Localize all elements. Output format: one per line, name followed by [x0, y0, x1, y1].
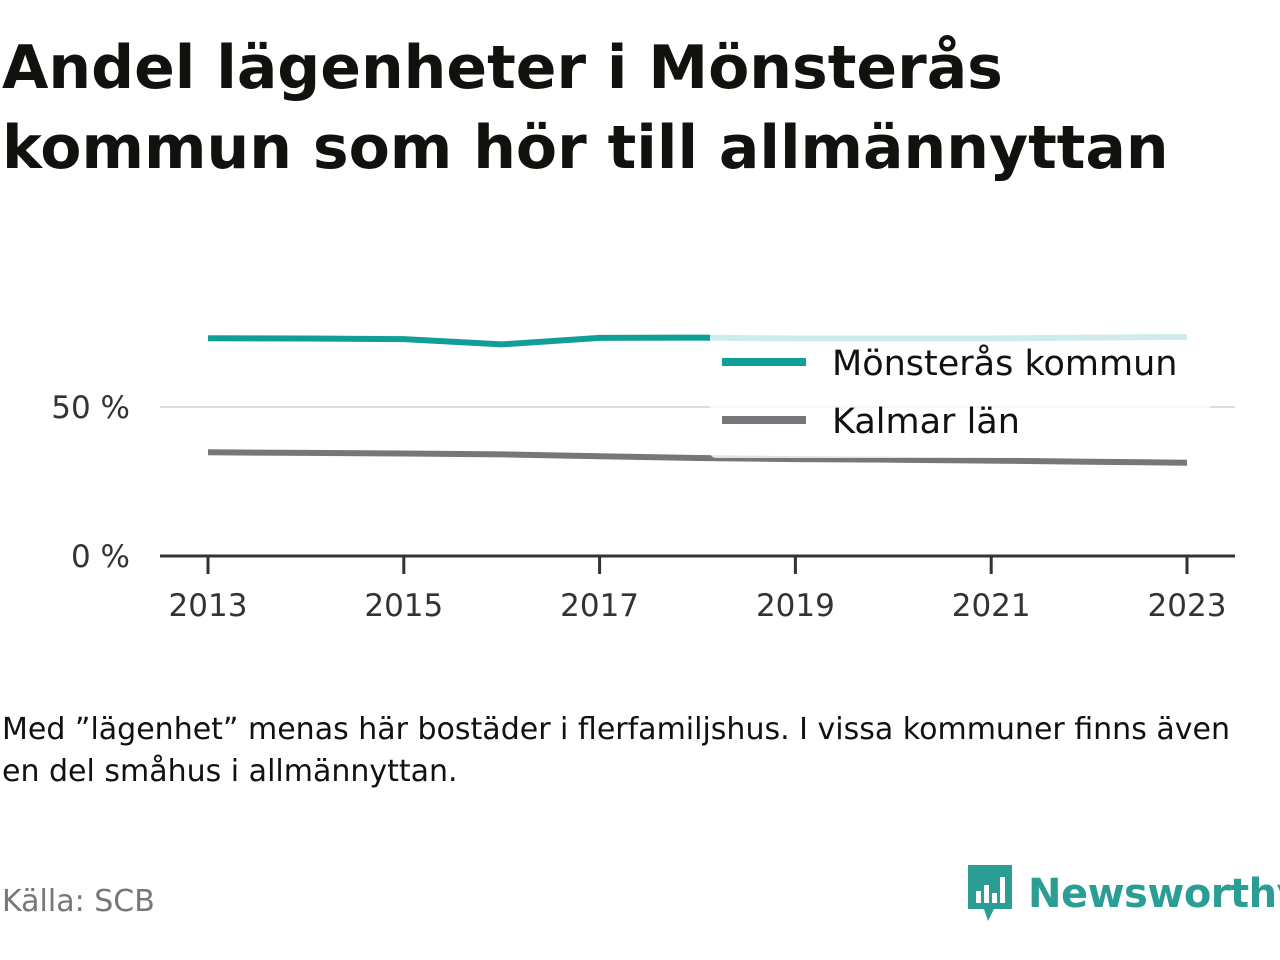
legend: Mönsterås kommun Kalmar län — [710, 330, 1210, 458]
y-tick-label: 50 % — [51, 390, 130, 426]
legend-label-1: Kalmar län — [832, 402, 1020, 442]
newsworthy-logo-icon — [968, 865, 1012, 921]
chart-title: Andel lägenheter i Mönsterås kommun som … — [2, 33, 1169, 183]
x-tick-label: 2023 — [1148, 588, 1227, 624]
legend-box — [710, 330, 1210, 458]
x-tick-label: 2017 — [560, 588, 639, 624]
x-tick-label: 2019 — [756, 588, 835, 624]
legend-label-0: Mönsterås kommun — [832, 343, 1177, 384]
chart-note: Med ”lägenhet” menas här bostäder i fler… — [2, 712, 1230, 789]
brand-logo: Newsworthy — [964, 862, 1280, 926]
y-axis-ticks: 0 % 50 % — [51, 390, 130, 575]
source-label: Källa: SCB — [2, 884, 155, 919]
x-tick-label: 2013 — [169, 588, 248, 624]
x-axis: 2013 2015 2017 2019 2021 2023 — [160, 554, 1235, 624]
y-tick-label: 0 % — [71, 539, 130, 575]
x-tick-label: 2015 — [364, 588, 443, 624]
x-tick-label: 2021 — [952, 588, 1031, 624]
brand-name: Newsworthy — [1028, 871, 1280, 917]
line-chart: 0 % 50 % 2013 2015 2017 2019 2021 2023 Mönster… — [51, 330, 1235, 624]
